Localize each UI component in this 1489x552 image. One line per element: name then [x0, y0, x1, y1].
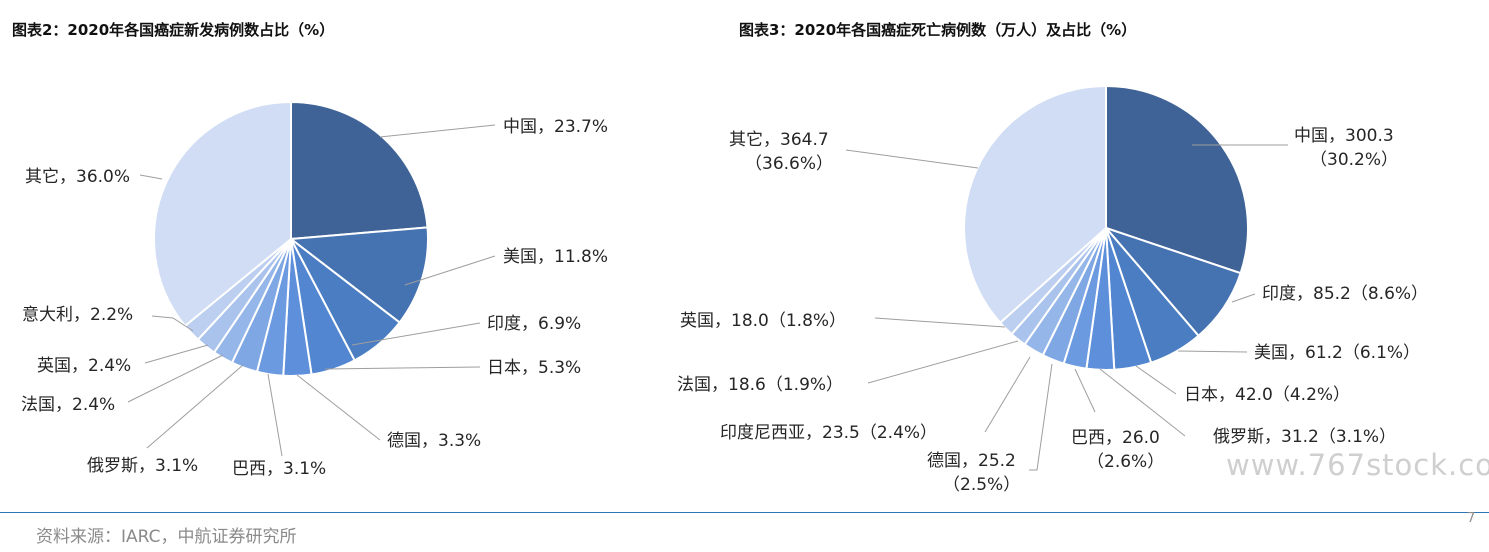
- data-label-日本: 日本，42.0（4.2%）: [1184, 385, 1350, 405]
- pie-chart-1: 中国，23.7% 美国，11.8% 印度，6.9% 日本，5.3% 德国，3.3% 巴西，…: [21, 100, 608, 479]
- data-label-德国: 德国，25.2 （2.5%）: [927, 451, 1020, 495]
- data-label-美国: 美国，61.2（6.1%）: [1254, 343, 1420, 363]
- leader-line-中国: [379, 124, 496, 138]
- leader-line-法国: [127, 354, 224, 403]
- data-label-德国: 德国，3.3%: [387, 431, 481, 451]
- data-label-俄罗斯: 俄罗斯，31.2（3.1%）: [1213, 427, 1396, 447]
- data-label-法国: 法国，2.4%: [21, 395, 115, 415]
- data-label-日本: 日本，5.3%: [487, 358, 581, 378]
- leader-line-其它: [139, 174, 163, 180]
- leader-line-英国: [874, 317, 1006, 328]
- chart-title-deaths: 图表3：2020年各国癌症死亡病例数（万人）及占比（%）: [739, 21, 1137, 39]
- leader-line-日本: [1135, 365, 1177, 395]
- footer-divider: [0, 512, 1489, 513]
- data-label-法国: 法国，18.6（1.9%）: [677, 375, 843, 395]
- pie-slice-中国: [290, 100, 429, 241]
- data-label-巴西: 巴西，3.1%: [232, 459, 326, 479]
- leader-line-印度: [1231, 293, 1256, 303]
- leader-line-日本: [324, 366, 481, 370]
- data-label-中国: 中国，300.3 （30.2%）: [1294, 126, 1398, 170]
- pie-slice-其它: [153, 100, 292, 328]
- leader-line-德国: [296, 374, 381, 441]
- leader-line-德国: [1029, 363, 1053, 471]
- leader-line-美国: [1177, 350, 1248, 353]
- chart-title-new-cases: 图表2：2020年各国癌症新发病例数占比（%）: [12, 21, 335, 39]
- leader-line-英国: [144, 344, 209, 364]
- data-label-意大利: 意大利，2.2%: [22, 305, 133, 325]
- leader-line-其它: [845, 149, 979, 169]
- pie-slice-其它: [963, 84, 1107, 325]
- leader-line-俄罗斯: [146, 364, 244, 449]
- leader-line-印度尼西亚: [984, 356, 1031, 433]
- data-label-中国: 中国，23.7%: [503, 117, 608, 137]
- data-label-印度: 印度，6.9%: [487, 314, 581, 334]
- source-note: 资料来源：IARC，中航证券研究所: [36, 527, 297, 547]
- page-number: 7: [1467, 511, 1476, 526]
- data-label-英国: 英国，2.4%: [37, 356, 131, 376]
- pie-slice-美国: [288, 226, 429, 324]
- data-label-美国: 美国，11.8%: [503, 247, 608, 267]
- data-label-其它: 其它，364.7 （36.6%）: [729, 130, 833, 174]
- data-label-巴西: 巴西，26.0 （2.6%）: [1071, 428, 1164, 472]
- data-label-其它: 其它，36.0%: [25, 167, 130, 187]
- leader-line-印度: [351, 322, 481, 346]
- leader-line-法国: [867, 340, 1019, 384]
- leader-line-意大利: [151, 315, 194, 332]
- leader-line-巴西: [1074, 368, 1096, 413]
- data-label-印度尼西亚: 印度尼西亚，23.5（2.4%）: [720, 423, 937, 443]
- pie-chart-2: 中国，300.3 （30.2%） 印度，85.2（8.6%） 美国，61.2（6.1%…: [677, 84, 1428, 495]
- data-label-英国: 英国，18.0（1.8%）: [680, 311, 846, 331]
- leader-line-巴西: [267, 373, 283, 457]
- leader-line-俄罗斯: [1099, 368, 1186, 437]
- leader-line-美国: [404, 255, 496, 286]
- data-label-俄罗斯: 俄罗斯，3.1%: [87, 456, 198, 476]
- data-label-印度: 印度，85.2（8.6%）: [1262, 284, 1428, 304]
- watermark: www.767stock.com: [1226, 448, 1489, 482]
